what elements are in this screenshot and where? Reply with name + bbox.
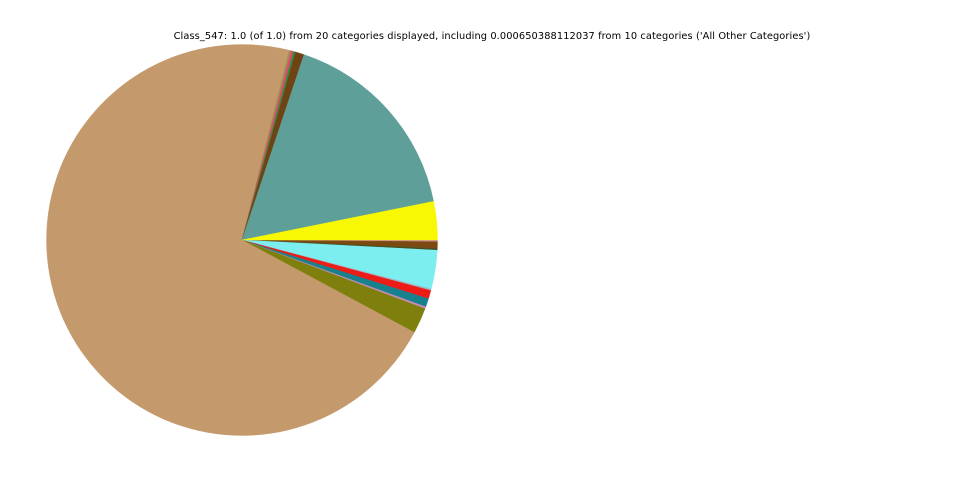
pie-slice: [241, 201, 438, 241]
pie-slice: [46, 44, 415, 436]
pie-chart: [46, 44, 438, 436]
pie-slice: [241, 54, 434, 241]
chart-title: Class_547: 1.0 (of 1.0) from 20 categori…: [173, 31, 811, 42]
